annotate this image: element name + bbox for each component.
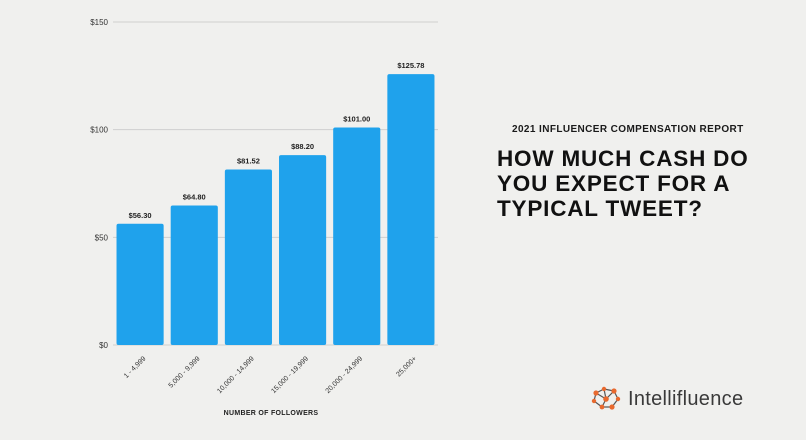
headline: HOW MUCH CASH DO YOU EXPECT FOR A TYPICA…: [497, 146, 797, 221]
data-labels: $56.30 $64.80 $81.52 $88.20 $101.00 $125.78: [129, 61, 425, 220]
bar: [387, 74, 435, 345]
x-category-label: 1 - 4,999: [123, 355, 148, 380]
bar: [116, 223, 164, 345]
bar-value-label: $64.80: [183, 192, 206, 201]
x-axis-categories: 1 - 4,999 5,000 - 9,999 10,000 - 14,999 15,…: [123, 355, 418, 395]
bar: [279, 155, 327, 345]
y-axis-ticks: $0 $50 $100 $150: [90, 18, 108, 350]
brand-name: Intellifluence: [628, 387, 744, 410]
report-label: 2021 INFLUENCER COMPENSATION REPORT: [512, 124, 744, 135]
bar-value-label: $81.52: [237, 156, 260, 165]
x-axis-title: NUMBER OF FOLLOWERS: [224, 410, 319, 417]
x-category-label: 25,000+: [395, 355, 418, 378]
y-tick-label: $100: [90, 126, 108, 135]
brain-network-icon: [591, 386, 621, 410]
bar-value-label: $125.78: [397, 61, 424, 70]
bar-value-label: $88.20: [291, 142, 314, 151]
headline-line-3: TYPICAL TWEET?: [497, 196, 703, 221]
brand-logo: Intellifluence: [590, 385, 743, 413]
x-category-label: 15,000 - 19,999: [270, 355, 310, 395]
bar: [170, 205, 218, 345]
x-category-label: 5,000 - 9,999: [168, 355, 202, 389]
bar: [224, 169, 272, 345]
y-tick-label: $150: [90, 18, 108, 27]
x-category-label: 20,000 - 24,999: [325, 355, 365, 395]
headline-line-1: HOW MUCH CASH DO: [497, 146, 749, 171]
y-tick-label: $50: [95, 233, 109, 242]
bar: [333, 127, 381, 345]
bars: [116, 74, 435, 345]
bar-value-label: $101.00: [343, 115, 370, 124]
grid-lines: [113, 21, 438, 346]
headline-line-2: YOU EXPECT FOR A: [497, 171, 731, 196]
y-tick-label: $0: [99, 341, 108, 350]
x-category-label: 10,000 - 14,999: [216, 355, 256, 395]
bar-value-label: $56.30: [129, 211, 152, 220]
bar-chart: $0 $50 $100 $150 $56.30 $64.80 $81.52 $88.20 $1…: [90, 18, 438, 417]
